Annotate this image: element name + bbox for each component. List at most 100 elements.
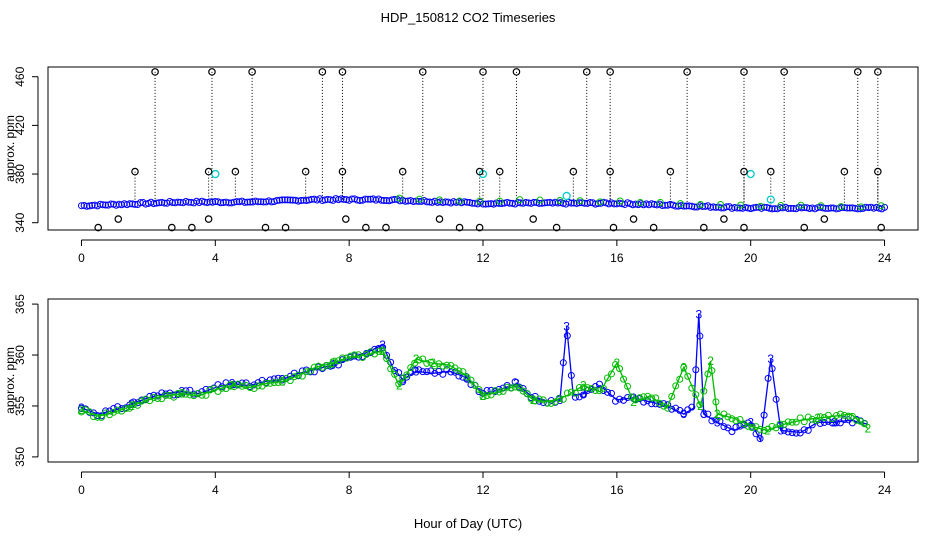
x-tick-label: 12	[476, 483, 490, 497]
series-point	[800, 426, 808, 434]
series-point	[226, 381, 234, 389]
outlier-high-point	[853, 68, 862, 76]
data-point-secondary	[415, 195, 423, 203]
data-point	[500, 199, 508, 207]
data-point	[305, 196, 313, 204]
series-point	[475, 388, 483, 396]
y-tick-label: 355	[13, 396, 27, 416]
outlier-low-point	[552, 223, 561, 232]
x-tick-label: 16	[610, 483, 624, 497]
y-tick-label: 420	[13, 115, 27, 135]
outlier-mid-point	[569, 167, 578, 176]
series-point	[395, 369, 403, 377]
series-marker-label: 2	[614, 356, 621, 370]
data-point-secondary	[737, 201, 745, 209]
series-point	[824, 411, 832, 419]
series-point	[134, 401, 142, 409]
data-point-secondary	[877, 202, 885, 210]
series-point	[764, 374, 772, 382]
data-point	[468, 199, 476, 207]
series-point	[616, 395, 624, 403]
series-point	[616, 365, 624, 373]
series-marker-label: 2	[279, 375, 286, 389]
data-point	[217, 199, 225, 207]
data-point-secondary	[837, 203, 845, 211]
series-marker-label: 3	[747, 415, 754, 429]
series-point	[700, 387, 708, 395]
data-point-secondary	[697, 200, 704, 208]
series-point	[571, 393, 579, 401]
series-point	[704, 410, 712, 418]
series-point	[443, 366, 451, 374]
series-marker-label: 3	[78, 401, 85, 415]
series-point	[575, 393, 583, 401]
series-point	[612, 361, 620, 369]
data-point	[115, 200, 123, 208]
data-point	[425, 198, 433, 206]
data-point	[241, 198, 249, 206]
series-marker-label: 2	[429, 356, 436, 370]
series-point	[407, 364, 415, 372]
x-tick-label: 20	[744, 251, 758, 265]
series-point	[840, 416, 848, 424]
data-point	[401, 197, 409, 205]
series-point	[668, 405, 676, 413]
series-point	[387, 365, 395, 373]
outlier-high-point	[740, 68, 748, 76]
outlier-mid-point	[338, 167, 347, 176]
series-point	[768, 365, 776, 373]
data-point	[570, 199, 578, 207]
data-point-secondary	[476, 197, 484, 205]
data-point-secondary	[717, 201, 725, 209]
series-marker-label: 2	[379, 344, 386, 358]
data-point	[243, 198, 251, 206]
data-point	[273, 196, 281, 204]
data-point-secondary	[656, 198, 664, 206]
series-point	[110, 408, 118, 416]
outlier-mid-point	[301, 167, 310, 176]
data-point	[155, 199, 163, 207]
series-point	[664, 404, 672, 412]
series-point	[415, 356, 423, 364]
data-point	[768, 205, 776, 213]
series-point	[322, 361, 330, 369]
data-point	[254, 198, 262, 206]
data-point	[340, 195, 348, 203]
series-point	[126, 404, 134, 412]
series-point	[768, 422, 776, 430]
outlier-low-point	[649, 223, 658, 232]
data-point	[383, 197, 391, 205]
outlier-low-point	[168, 223, 176, 232]
data-point	[503, 198, 511, 206]
data-point	[88, 201, 96, 209]
series-point	[523, 390, 531, 398]
data-point	[795, 203, 803, 211]
series-point	[575, 384, 583, 392]
series-point	[439, 362, 447, 370]
series-point	[138, 397, 146, 405]
series-point	[399, 378, 407, 386]
outlier-low-point	[281, 223, 290, 232]
series-point	[836, 410, 844, 418]
series-point	[744, 422, 752, 430]
series-point	[186, 391, 194, 399]
series-point	[423, 368, 431, 376]
highlight-point	[746, 169, 755, 179]
series-marker-label: 2	[580, 379, 587, 393]
series-marker-label: 3	[580, 387, 587, 401]
data-point-secondary	[797, 201, 805, 209]
series-point	[676, 406, 684, 414]
series-point	[503, 383, 511, 391]
series-point	[499, 387, 507, 395]
series-point	[342, 354, 350, 362]
series-point	[760, 426, 768, 434]
data-point	[699, 202, 707, 210]
data-point	[246, 198, 254, 206]
data-point	[150, 200, 158, 208]
data-point	[353, 196, 361, 204]
series-point	[114, 403, 122, 411]
series-point	[816, 413, 824, 421]
data-point	[77, 202, 85, 210]
data-point	[251, 197, 259, 205]
data-point	[546, 198, 554, 206]
